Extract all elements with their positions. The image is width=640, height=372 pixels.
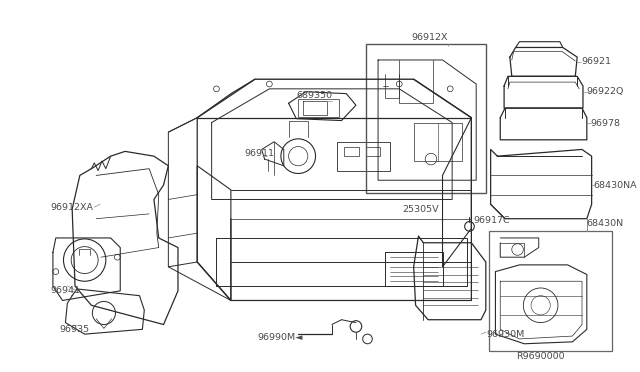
Bar [344, 147, 359, 156]
Text: 96911: 96911 [244, 149, 275, 158]
Bar [489, 231, 612, 352]
Bar [298, 99, 339, 117]
Text: 96941: 96941 [50, 286, 80, 295]
Text: 96917C: 96917C [474, 216, 510, 225]
Text: 96922Q: 96922Q [587, 87, 624, 96]
Text: 25305V: 25305V [402, 205, 439, 214]
Text: 68430NA: 68430NA [593, 180, 637, 190]
Text: 96978: 96978 [591, 119, 621, 128]
Text: 96990M◄: 96990M◄ [258, 333, 303, 343]
Text: 96930M: 96930M [487, 330, 525, 339]
Text: 689350: 689350 [296, 91, 332, 100]
Bar [337, 142, 390, 171]
Text: 96935: 96935 [60, 325, 90, 334]
Text: R9690000: R9690000 [516, 352, 564, 361]
Text: 96912X: 96912X [412, 33, 448, 42]
Text: 68430N: 68430N [587, 219, 624, 228]
Bar [413, 122, 462, 161]
Text: 96912XA: 96912XA [50, 203, 93, 212]
Bar [365, 44, 486, 193]
Text: 96921: 96921 [581, 57, 611, 66]
Bar [365, 147, 380, 156]
